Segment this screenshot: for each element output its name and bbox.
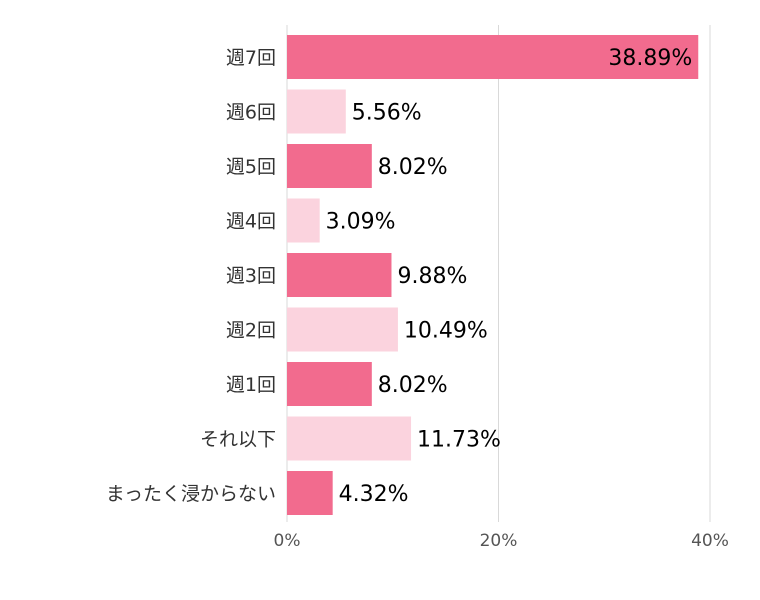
category-label: 週5回 bbox=[226, 156, 276, 178]
category-label: 週7回 bbox=[226, 47, 276, 69]
category-label: 週4回 bbox=[226, 211, 276, 233]
bar bbox=[287, 307, 398, 352]
category-label: 週1回 bbox=[226, 374, 276, 396]
bar bbox=[287, 471, 333, 515]
category-label: それ以下 bbox=[200, 429, 276, 451]
data-label: 3.09% bbox=[326, 210, 396, 235]
bar bbox=[287, 416, 412, 461]
bar bbox=[287, 144, 372, 188]
data-label: 9.88% bbox=[397, 264, 467, 289]
category-label: 週3回 bbox=[226, 265, 276, 287]
data-label: 8.02% bbox=[378, 155, 448, 180]
bar bbox=[287, 253, 392, 297]
bar bbox=[287, 362, 372, 406]
bar bbox=[287, 198, 320, 243]
data-label: 5.56% bbox=[352, 101, 422, 126]
data-label: 8.02% bbox=[378, 373, 448, 398]
x-tick-label: 0% bbox=[274, 531, 301, 551]
category-label: まったく浸からない bbox=[106, 483, 276, 505]
x-tick-label: 40% bbox=[691, 531, 729, 551]
category-label: 週6回 bbox=[226, 102, 276, 124]
bar bbox=[287, 89, 346, 134]
category-label: 週2回 bbox=[226, 320, 276, 342]
bar bbox=[287, 35, 699, 79]
data-label: 11.73% bbox=[417, 428, 501, 453]
data-label: 38.89% bbox=[608, 46, 692, 71]
data-label: 10.49% bbox=[404, 319, 488, 344]
data-label: 4.32% bbox=[339, 482, 409, 507]
x-tick-label: 20% bbox=[480, 531, 518, 551]
